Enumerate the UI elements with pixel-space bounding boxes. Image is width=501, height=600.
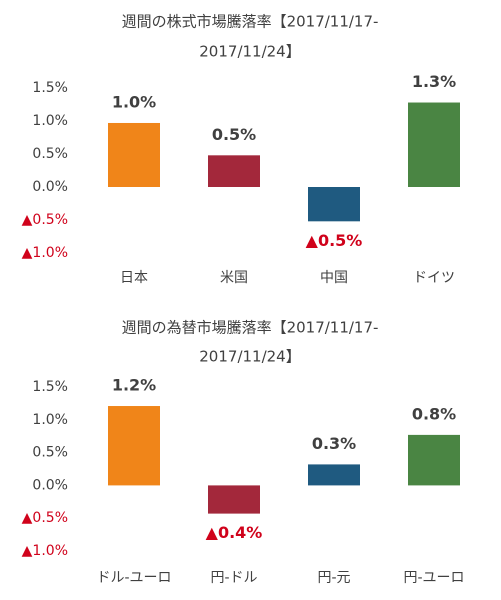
y-tick-label: 0.5%	[32, 445, 68, 461]
x-tick-label: ドイツ	[413, 270, 455, 286]
value-label: ▲0.4%	[206, 523, 263, 542]
value-label: 0.3%	[312, 434, 356, 453]
value-label: 0.5%	[212, 125, 256, 144]
bar	[408, 102, 460, 187]
y-tick-label: 0.5%	[32, 146, 68, 162]
x-tick-label: 円-元	[317, 570, 350, 586]
value-label: 1.0%	[112, 92, 156, 111]
y-tick-label: 0.0%	[32, 179, 68, 195]
bar	[308, 187, 360, 222]
bar	[208, 155, 260, 187]
chart-title: 週間の株式市場騰落率【2017/11/17-	[122, 13, 379, 31]
bar	[108, 406, 160, 486]
bar	[108, 122, 160, 187]
y-tick-label: ▲0.5%	[22, 212, 68, 228]
bar	[208, 485, 260, 514]
x-tick-label: 日本	[120, 270, 148, 286]
value-label: 1.2%	[112, 376, 156, 395]
x-tick-label: 中国	[320, 270, 348, 286]
value-label: ▲0.5%	[306, 231, 363, 250]
y-tick-label: 1.5%	[32, 80, 68, 96]
y-tick-label: 1.0%	[32, 412, 68, 428]
x-tick-label: 円-ドル	[210, 570, 257, 586]
y-tick-label: ▲1.0%	[22, 543, 68, 559]
value-label: 1.3%	[412, 72, 456, 91]
bar	[308, 464, 360, 486]
x-tick-label: 米国	[220, 270, 248, 286]
y-tick-label: ▲0.5%	[22, 510, 68, 526]
y-tick-label: ▲1.0%	[22, 245, 68, 261]
y-tick-label: 0.0%	[32, 477, 68, 493]
chart-title: 週間の為替市場騰落率【2017/11/17-	[122, 319, 379, 337]
chart-title: 2017/11/24】	[199, 348, 300, 366]
chart-title: 2017/11/24】	[199, 43, 300, 61]
y-tick-label: 1.0%	[32, 113, 68, 129]
x-tick-label: ドル-ユーロ	[96, 570, 171, 586]
value-label: 0.8%	[412, 404, 456, 423]
bar	[408, 434, 460, 486]
x-tick-label: 円-ユーロ	[403, 570, 464, 586]
y-tick-label: 1.5%	[32, 379, 68, 395]
